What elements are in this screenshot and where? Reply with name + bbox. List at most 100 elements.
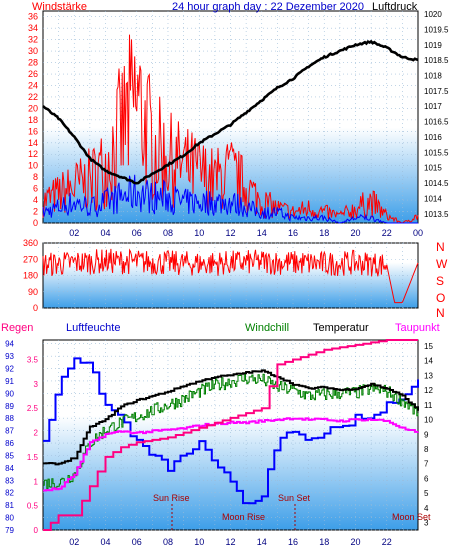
temperature-tick-label: 10 <box>424 416 433 425</box>
wind-tick-label: 16 <box>28 126 38 136</box>
humidity-tick-label: 91 <box>5 377 14 386</box>
legend-windchill: Windchill <box>245 322 289 334</box>
temperature-tick-label: 4 <box>424 504 429 513</box>
legend-taupunkt: Taupunkt <box>395 322 440 334</box>
pressure-tick-label: 1014.5 <box>424 179 449 188</box>
direction-tick-label: 360 <box>23 238 38 248</box>
humidity-tick-label: 89 <box>5 402 14 411</box>
humidity-tick-label: 81 <box>5 501 14 510</box>
rain-tick-label: 3 <box>34 380 39 389</box>
wind-tick-label: 2 <box>33 207 38 217</box>
humidity-tick-label: 84 <box>5 464 14 473</box>
wind-tick-label: 8 <box>33 172 38 182</box>
wind-tick-label: 36 <box>28 12 38 22</box>
pressure-tick-label: 1020 <box>424 10 442 19</box>
pressure-tick-label: 1016 <box>424 133 442 142</box>
temperature-tick-label: 14 <box>424 357 433 366</box>
moon-set-label: Moon Set <box>392 512 431 522</box>
legend-regen: Regen <box>1 322 33 334</box>
wind-tick-label: 0 <box>33 218 38 228</box>
time-tick-label: 20 <box>350 537 360 547</box>
rain-tick-label: 2.5 <box>27 404 39 413</box>
humidity-tick-label: 86 <box>5 439 14 448</box>
time-tick-label: 10 <box>194 537 204 547</box>
chart-series <box>42 34 419 531</box>
time-tick-label: 14 <box>257 228 267 238</box>
humidity-tick-label: 90 <box>5 389 14 398</box>
time-tick-label: 22 <box>382 537 392 547</box>
wind-tick-label: 18 <box>28 115 38 125</box>
humidity-tick-label: 92 <box>5 365 14 374</box>
wind-direction-line <box>42 248 419 304</box>
pressure-tick-label: 1013.5 <box>424 210 449 219</box>
temperature-line <box>43 369 419 466</box>
pressure-tick-label: 1017 <box>424 102 442 111</box>
time-tick-label: 00 <box>413 228 423 238</box>
pressure-tick-label: 1019.5 <box>424 25 449 34</box>
direction-n-top: N <box>436 240 445 254</box>
pressure-tick-label: 1014 <box>424 194 442 203</box>
wind-tick-label: 22 <box>28 92 38 102</box>
temperature-tick-label: 7 <box>424 460 429 469</box>
wind-tick-label: 6 <box>33 184 38 194</box>
axis-labels: 0246810121416182022242628303234361013.51… <box>5 10 449 547</box>
direction-s: S <box>436 274 444 288</box>
time-tick-label: 08 <box>163 537 173 547</box>
temperature-tick-label: 15 <box>424 342 433 351</box>
pressure-axis-title: Luftdruck <box>372 1 418 13</box>
humidity-tick-label: 94 <box>5 340 14 349</box>
pressure-line <box>42 39 419 185</box>
humidity-line <box>43 357 419 505</box>
time-tick-label: 20 <box>350 228 360 238</box>
wind-axis-title: Windstärke <box>32 1 87 13</box>
time-tick-label: 12 <box>225 537 235 547</box>
time-tick-label: 16 <box>288 537 298 547</box>
direction-w: W <box>436 257 448 271</box>
chart-title: 24 hour graph day : 22 Dezember 2020 <box>172 1 364 13</box>
wind-tick-label: 32 <box>28 35 38 45</box>
time-tick-label: 06 <box>132 537 142 547</box>
time-tick-label: 16 <box>288 228 298 238</box>
time-tick-label: 02 <box>69 228 79 238</box>
time-tick-label: 18 <box>319 537 329 547</box>
time-tick-label: 22 <box>382 228 392 238</box>
direction-tick-label: 180 <box>23 271 38 281</box>
sun-set-label: Sun Set <box>278 493 311 503</box>
time-tick-label: 12 <box>225 228 235 238</box>
wind-tick-label: 26 <box>28 69 38 79</box>
wind-tick-label: 34 <box>28 23 38 33</box>
wind-tick-label: 10 <box>28 161 38 171</box>
pressure-tick-label: 1015.5 <box>424 148 449 157</box>
time-tick-label: 10 <box>194 228 204 238</box>
temperature-tick-label: 12 <box>424 386 433 395</box>
wind-tick-label: 20 <box>28 103 38 113</box>
rain-tick-label: 1 <box>34 477 39 486</box>
direction-letters: N W S O N <box>436 240 448 320</box>
windchill-line <box>43 373 419 490</box>
dewpoint-line <box>43 417 419 492</box>
wind-tick-label: 30 <box>28 46 38 56</box>
temperature-tick-label: 3 <box>424 519 429 528</box>
time-tick-label: 04 <box>100 228 110 238</box>
time-tick-label: 06 <box>132 228 142 238</box>
time-tick-label: 08 <box>163 228 173 238</box>
rain-tick-label: 0 <box>34 526 39 535</box>
rain-tick-label: 3.5 <box>27 355 39 364</box>
humidity-tick-label: 88 <box>5 414 14 423</box>
wind-average-line <box>42 174 418 224</box>
legend-temperatur: Temperatur <box>313 322 369 334</box>
rain-line <box>43 339 418 531</box>
wind-tick-label: 12 <box>28 149 38 159</box>
wind-tick-label: 4 <box>33 195 38 205</box>
wind-tick-label: 14 <box>28 138 38 148</box>
pressure-tick-label: 1019 <box>424 41 442 50</box>
pressure-tick-label: 1016.5 <box>424 118 449 127</box>
temperature-tick-label: 6 <box>424 474 429 483</box>
temperature-tick-label: 5 <box>424 489 429 498</box>
moon-rise-label: Moon Rise <box>222 512 265 522</box>
humidity-tick-label: 80 <box>5 514 14 523</box>
pressure-tick-label: 1017.5 <box>424 87 449 96</box>
humidity-tick-label: 82 <box>5 489 14 498</box>
